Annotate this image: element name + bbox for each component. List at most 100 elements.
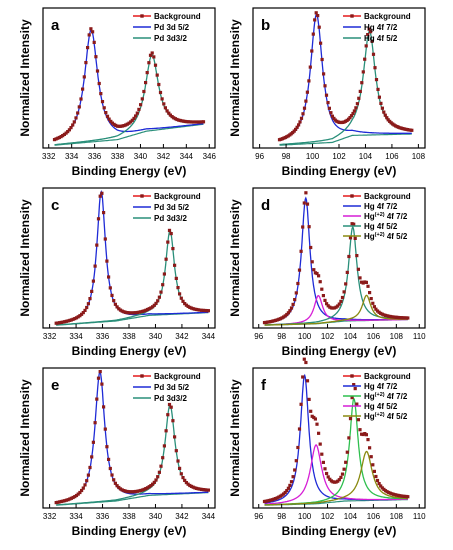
x-axis-title: Binding Energy (eV) [72,164,187,178]
x-tick-label: 340 [149,512,163,521]
data-point-marker [304,360,308,365]
peak-component-2 [56,229,209,326]
legend-label: Background [154,372,201,381]
data-point-marker [186,482,190,486]
x-tick-label: 332 [43,332,57,341]
peak-component-4 [264,294,408,326]
data-point-marker [171,419,175,423]
data-point-marker [191,485,195,489]
legend-marker [140,374,144,378]
data-point-marker [383,113,387,117]
data-point-marker [321,294,325,298]
data-point-marker [156,299,160,303]
data-point-marker [66,498,70,502]
data-point-marker [96,376,101,380]
data-point-marker [162,272,166,276]
data-point-marker [289,480,294,484]
data-point-marker [86,302,90,306]
data-point-marker [295,125,299,129]
data-point-marker [72,120,76,124]
data-point-marker [376,87,380,91]
x-axis-title: Binding Energy (eV) [282,164,397,178]
legend-label: Hg(+2) 4f 5/2 [364,232,408,241]
data-point-marker [81,311,85,315]
panel-letter: f [261,377,267,394]
data-point-marker [310,49,314,53]
data-point-marker [59,499,63,504]
data-point-marker [183,119,187,124]
data-point-marker [171,247,175,251]
legend-label: Pd 3d3/2 [154,214,187,223]
data-point-marker [189,306,194,310]
data-point-marker [180,119,184,123]
data-point-marker [200,487,204,491]
data-point-marker [57,135,61,140]
data-point-marker [105,114,110,118]
x-tick-label: 100 [298,332,312,341]
data-point-marker [117,485,121,490]
data-point-marker [69,496,73,500]
data-point-marker [163,106,167,110]
y-axis-title: Normalized Intensity [18,379,32,497]
data-point-marker [169,232,173,236]
data-point-marker [377,482,381,486]
x-tick-label: 334 [69,332,83,341]
data-point-marker [64,498,68,502]
background-line [279,133,412,146]
data-point-marker [103,427,107,431]
legend-marker [350,194,354,198]
x-axis-title: Binding Energy (eV) [282,344,397,358]
data-point-marker [380,106,384,110]
data-point-marker [118,487,123,491]
background-line [54,123,204,146]
data-point-marker [291,475,295,479]
data-point-marker [162,444,166,448]
data-point-marker [167,228,172,232]
data-point-marker [135,310,139,315]
data-point-marker [183,302,187,306]
data-point-marker [108,286,112,290]
x-tick-label: 332 [43,512,57,521]
x-tick-label: 338 [122,332,136,341]
data-point-marker [61,320,65,324]
data-point-marker [372,469,376,473]
data-point-marker [129,490,133,494]
x-tick-label: 106 [367,512,381,521]
data-point-marker [297,268,302,272]
data-point-marker [184,303,188,307]
data-point-marker [317,274,321,278]
data-point-marker [120,309,124,313]
panel-letter: e [51,377,59,394]
data-point-marker [179,472,183,476]
data-point-marker [355,402,359,406]
data-point-marker [125,311,129,315]
x-tick-label: 96 [254,332,263,341]
data-point-marker [174,276,178,280]
data-point-marker [154,301,158,305]
y-axis-title: Normalized Intensity [228,199,242,317]
x-tick-label: 344 [180,152,194,161]
data-point-marker [386,118,390,122]
data-point-marker [283,490,287,495]
panel-letter: c [51,197,59,214]
data-point-marker [324,93,329,97]
data-point-marker [368,291,372,295]
data-point-marker [363,57,367,61]
data-point-marker [327,106,331,110]
data-point-marker [85,479,89,483]
data-point-marker [62,132,66,136]
data-point-marker [366,284,370,288]
data-point-marker [105,259,109,263]
x-tick-label: 342 [175,332,189,341]
data-point-marker [352,383,356,387]
data-point-marker [336,304,340,308]
x-axis-title: Binding Energy (eV) [72,344,187,358]
data-point-marker [206,309,210,313]
data-point-marker [371,301,375,305]
data-point-marker [135,489,139,493]
data-point-marker [93,264,97,268]
data-point-marker [317,25,321,29]
data-point-marker [167,402,172,407]
